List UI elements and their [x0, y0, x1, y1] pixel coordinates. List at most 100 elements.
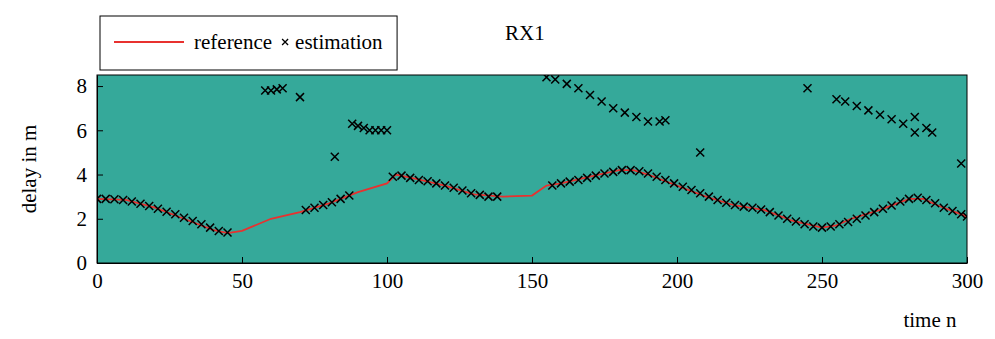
estimation-marker: [197, 220, 205, 228]
estimation-marker: [432, 179, 440, 187]
y-tick-mark: [97, 130, 103, 131]
estimation-marker: [679, 183, 687, 191]
estimation-marker: [601, 169, 609, 177]
estimation-marker: [171, 210, 179, 218]
estimation-marker: [598, 98, 606, 106]
estimation-marker: [215, 227, 223, 235]
y-tick-label: 4: [77, 163, 88, 187]
estimation-marker: [398, 172, 406, 180]
estimation-marker: [688, 186, 696, 194]
x-axis-title: time n: [903, 308, 957, 332]
estimation-marker: [311, 204, 319, 212]
estimation-marker: [328, 198, 336, 206]
estimation-marker: [543, 75, 551, 81]
legend-label: estimation: [295, 30, 383, 54]
y-tick-label: 0: [77, 251, 88, 275]
estimation-marker: [415, 176, 423, 184]
estimation-marker: [888, 201, 896, 209]
x-tick: 150: [517, 257, 549, 293]
estimation-marker: [279, 84, 287, 92]
estimation-marker: [714, 196, 722, 204]
legend-swatch: [282, 39, 288, 45]
estimation-marker: [911, 129, 919, 137]
estimation-marker: [424, 177, 432, 185]
estimation-marker: [864, 106, 872, 114]
x-tick-mark: [387, 257, 388, 263]
estimation-marker: [154, 205, 162, 213]
estimation-marker: [145, 202, 153, 210]
estimation-marker: [804, 84, 812, 92]
estimation-marker: [592, 172, 600, 180]
reference-line: [97, 170, 967, 233]
estimation-marker: [163, 208, 171, 216]
estimation-marker: [337, 195, 345, 203]
estimation-marker: [389, 173, 397, 181]
estimation-marker: [963, 213, 967, 221]
estimation-marker: [441, 182, 449, 190]
estimation-marker: [833, 95, 841, 103]
estimation-marker: [661, 176, 669, 184]
x-tick-label: 50: [232, 269, 253, 293]
estimation-marker: [609, 104, 617, 112]
estimation-marker: [957, 159, 965, 167]
estimation-marker: [775, 211, 783, 219]
estimation-marker: [844, 218, 852, 226]
estimation-marker: [696, 148, 704, 156]
y-tick-mark: [97, 263, 103, 264]
y-tick-mark: [97, 175, 103, 176]
estimation-marker: [928, 129, 936, 137]
estimation-marker: [783, 215, 791, 223]
estimation-marker: [296, 93, 304, 101]
estimation-marker: [583, 174, 591, 182]
estimation-marker: [586, 91, 594, 99]
y-tick-mark: [97, 219, 103, 220]
estimation-marker: [493, 193, 501, 201]
estimation-marker: [119, 196, 127, 204]
estimation-marker: [922, 124, 930, 132]
marks: [97, 75, 967, 236]
estimation-marker: [835, 220, 843, 228]
estimation-marker: [485, 193, 493, 201]
x-axis-line: [98, 263, 968, 264]
y-tick-label: 2: [77, 207, 88, 231]
plot-frame: [97, 75, 967, 263]
estimation-marker: [406, 174, 414, 182]
estimation-marker: [224, 228, 232, 236]
estimation-marker: [110, 195, 118, 203]
estimation-marker: [870, 208, 878, 216]
estimation-marker: [905, 195, 913, 203]
x-tick-label: 0: [92, 269, 103, 293]
x-tick-label: 300: [952, 269, 984, 293]
estimation-marker: [467, 189, 475, 197]
estimation-marker: [949, 207, 957, 215]
estimation-marker: [705, 193, 713, 201]
estimation-marker: [632, 113, 640, 121]
estimation-marker: [876, 111, 884, 119]
estimation-marker: [661, 116, 669, 124]
legend: referenceestimation: [100, 16, 397, 70]
estimation-marker: [319, 201, 327, 209]
estimation-marker: [731, 201, 739, 209]
chart: 05010015020025030002468time ndelay in mr…: [0, 0, 995, 339]
estimation-marker: [566, 178, 574, 186]
y-tick: 4: [77, 163, 104, 187]
y-tick-label: 8: [77, 74, 88, 98]
x-tick-label: 150: [517, 269, 549, 293]
estimation-marker: [609, 168, 617, 176]
estimation-marker: [383, 126, 391, 134]
estimation-marker: [757, 205, 765, 213]
estimation-marker: [862, 211, 870, 219]
estimation-marker: [766, 208, 774, 216]
estimation-marker: [853, 215, 861, 223]
estimation-marker: [922, 196, 930, 204]
estimation-marker: [557, 179, 565, 187]
title: RX1: [505, 21, 545, 45]
y-tick-mark: [97, 86, 103, 87]
estimation-marker: [206, 224, 214, 232]
x-tick-mark: [242, 257, 243, 263]
estimation-marker: [696, 189, 704, 197]
estimation-marker: [574, 84, 582, 92]
estimation-marker: [302, 206, 310, 214]
estimation-marker: [899, 120, 907, 128]
estimation-marker: [137, 200, 145, 208]
